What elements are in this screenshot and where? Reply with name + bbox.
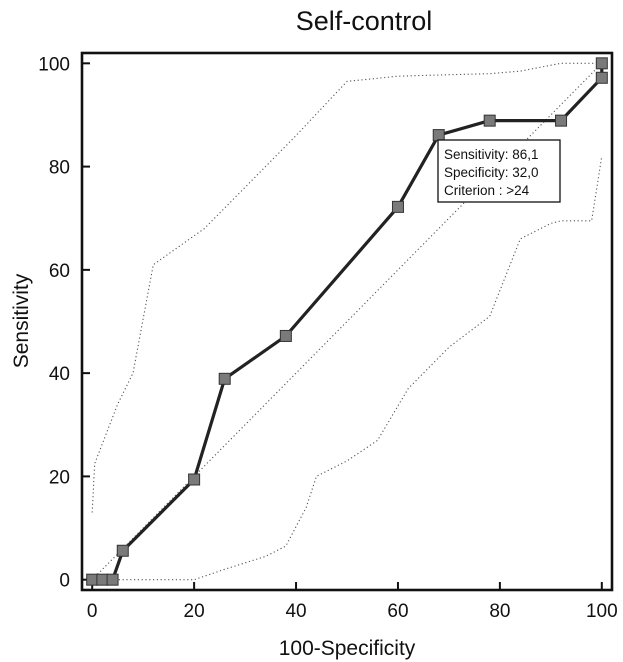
y-axis-label: Sensitivity <box>10 273 33 368</box>
roc-point <box>218 372 231 385</box>
confidence-bound-line <box>92 156 603 581</box>
roc-point <box>555 114 568 127</box>
annotation-specificity: Specificity: 32,0 <box>444 165 539 180</box>
y-tick-label: 100 <box>38 54 70 75</box>
x-tick-label: 40 <box>285 601 306 622</box>
confidence-bound-line <box>91 62 602 513</box>
x-tick-label: 100 <box>586 601 618 622</box>
x-axis: 0 20 40 60 80 100 <box>87 582 618 622</box>
annotation-box: Sensitivity: 86,1 Specificity: 32,0 Crit… <box>437 139 561 203</box>
x-tick-label: 0 <box>87 601 98 622</box>
plot-frame <box>80 51 614 592</box>
roc-point <box>116 544 129 557</box>
y-tick-label: 20 <box>49 467 70 488</box>
y-tick-label: 40 <box>49 364 70 385</box>
annotation-criterion: Criterion : >24 <box>444 183 530 198</box>
roc-point <box>86 573 99 586</box>
roc-point <box>279 329 292 342</box>
roc-point <box>595 71 608 84</box>
y-tick-label: 0 <box>59 571 70 592</box>
roc-point <box>188 473 201 486</box>
y-axis: 0 20 40 60 80 100 <box>38 54 90 592</box>
roc-point <box>96 573 109 586</box>
roc-point <box>106 573 119 586</box>
annotation-sensitivity: Sensitivity: 86,1 <box>444 147 539 162</box>
chart-title: Self-control <box>296 6 433 36</box>
x-tick-label: 60 <box>387 601 408 622</box>
roc-point <box>391 200 404 213</box>
x-tick-label: 20 <box>184 601 205 622</box>
series-layer <box>86 57 608 586</box>
y-tick-label: 80 <box>49 158 70 179</box>
roc-point <box>432 129 445 142</box>
annotation-background <box>437 139 561 203</box>
x-axis-label: 100-Specificity <box>279 637 416 660</box>
roc-point <box>595 57 608 70</box>
roc-point <box>483 114 496 127</box>
x-tick-label: 80 <box>489 601 510 622</box>
y-tick-label: 60 <box>49 261 70 282</box>
